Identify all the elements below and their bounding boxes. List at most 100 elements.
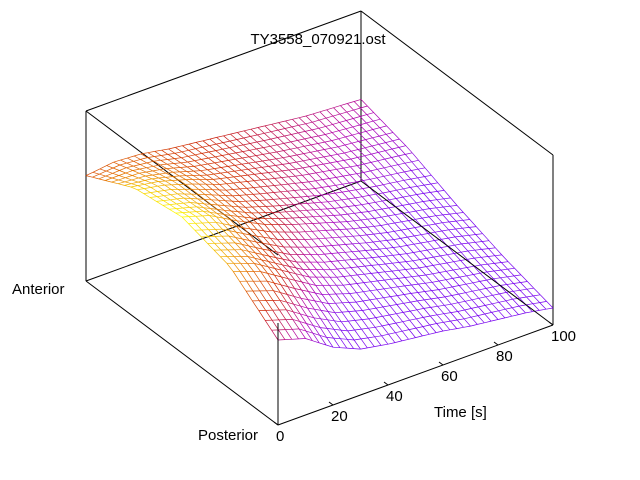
- surface-segment: [333, 105, 341, 109]
- surface-segment: [444, 303, 452, 306]
- surface-segment: [266, 199, 274, 201]
- surface-segment: [373, 112, 381, 120]
- surface-segment: [265, 300, 273, 311]
- surface-segment: [250, 136, 258, 143]
- surface-segment: [85, 175, 93, 178]
- surface-segment: [289, 266, 297, 269]
- surface-segment: [388, 206, 396, 209]
- surface-segment: [470, 315, 478, 318]
- surface-segment: [350, 157, 358, 160]
- surface-segment: [250, 228, 257, 237]
- surface-segment: [294, 280, 302, 291]
- surface-segment: [215, 143, 223, 150]
- surface-segment: [170, 189, 178, 195]
- surface-segment: [306, 203, 314, 211]
- surface-segment: [482, 240, 490, 242]
- surface-segment: [370, 280, 378, 283]
- surface-segment: [353, 109, 361, 117]
- surface-segment: [337, 152, 345, 155]
- surface-segment: [404, 162, 412, 171]
- surface-segment: [392, 262, 399, 271]
- surface-segment: [307, 307, 315, 318]
- surface-segment: [300, 203, 308, 205]
- surface-segment: [393, 239, 401, 247]
- surface-segment: [377, 280, 385, 290]
- surface-segment: [337, 154, 345, 161]
- surface-segment: [366, 226, 374, 235]
- surface-segment: [498, 310, 506, 319]
- surface-segment: [304, 137, 312, 140]
- surface-segment: [430, 183, 438, 192]
- surface-segment: [430, 298, 438, 307]
- surface-segment: [177, 193, 185, 199]
- surface-segment: [317, 141, 325, 144]
- surface-segment: [418, 282, 426, 285]
- surface-segment: [405, 261, 413, 269]
- surface-segment: [381, 207, 389, 210]
- surface-segment: [256, 235, 264, 238]
- surface-segment: [379, 240, 387, 249]
- surface-segment: [306, 210, 314, 217]
- surface-segment: [360, 114, 367, 117]
- surface-segment: [474, 249, 482, 258]
- surface-segment: [280, 292, 288, 303]
- surface-segment: [464, 309, 472, 318]
- surface-segment: [401, 211, 409, 214]
- surface-segment: [242, 151, 250, 158]
- surface-segment: [377, 272, 385, 281]
- surface-segment: [299, 321, 307, 332]
- surface-segment: [286, 309, 293, 320]
- surface-segment: [143, 193, 151, 198]
- surface-segment: [318, 238, 326, 247]
- surface-segment: [257, 132, 265, 136]
- surface-segment: [183, 202, 190, 208]
- surface-segment: [376, 297, 384, 300]
- surface-segment: [188, 154, 196, 157]
- surface-segment: [328, 178, 336, 186]
- surface-segment: [235, 158, 243, 165]
- surface-segment: [260, 271, 268, 282]
- surface-segment: [520, 282, 528, 290]
- surface-segment: [262, 160, 270, 167]
- surface-segment: [429, 200, 437, 209]
- surface-segment: [288, 168, 296, 171]
- surface-segment: [411, 283, 419, 286]
- surface-segment: [378, 152, 385, 160]
- surface-segment: [479, 289, 486, 298]
- surface-segment: [316, 156, 324, 159]
- surface-segment: [335, 183, 343, 186]
- surface-segment: [439, 272, 447, 280]
- surface-segment: [424, 282, 432, 291]
- surface-segment: [526, 288, 534, 297]
- surface-segment: [275, 165, 283, 172]
- surface-segment: [341, 199, 349, 207]
- surface-segment: [408, 210, 416, 213]
- surface-segment: [381, 333, 389, 337]
- surface-segment: [511, 307, 519, 315]
- surface-segment: [415, 217, 423, 220]
- x-tick-label: 20: [331, 408, 348, 425]
- surface-segment: [318, 245, 325, 247]
- surface-segment: [437, 190, 445, 192]
- surface-segment: [321, 186, 329, 188]
- surface-segment: [288, 169, 296, 177]
- surface-segment: [124, 179, 132, 183]
- surface-segment: [360, 347, 368, 350]
- surface-segment: [147, 157, 154, 162]
- surface-segment: [343, 275, 351, 277]
- surface-segment: [347, 330, 355, 341]
- surface-segment: [335, 191, 343, 194]
- surface-segment: [92, 176, 99, 180]
- surface-segment: [327, 319, 335, 330]
- surface-segment: [384, 150, 392, 158]
- surface-segment: [208, 222, 216, 230]
- surface-segment: [194, 229, 202, 238]
- surface-segment: [313, 202, 321, 210]
- surface-segment: [167, 158, 175, 160]
- surface-segment: [354, 212, 362, 214]
- surface-segment: [289, 254, 297, 263]
- surface-segment: [233, 256, 241, 264]
- surface-segment: [417, 168, 425, 177]
- surface-segment: [334, 320, 342, 331]
- surface-segment: [263, 242, 270, 245]
